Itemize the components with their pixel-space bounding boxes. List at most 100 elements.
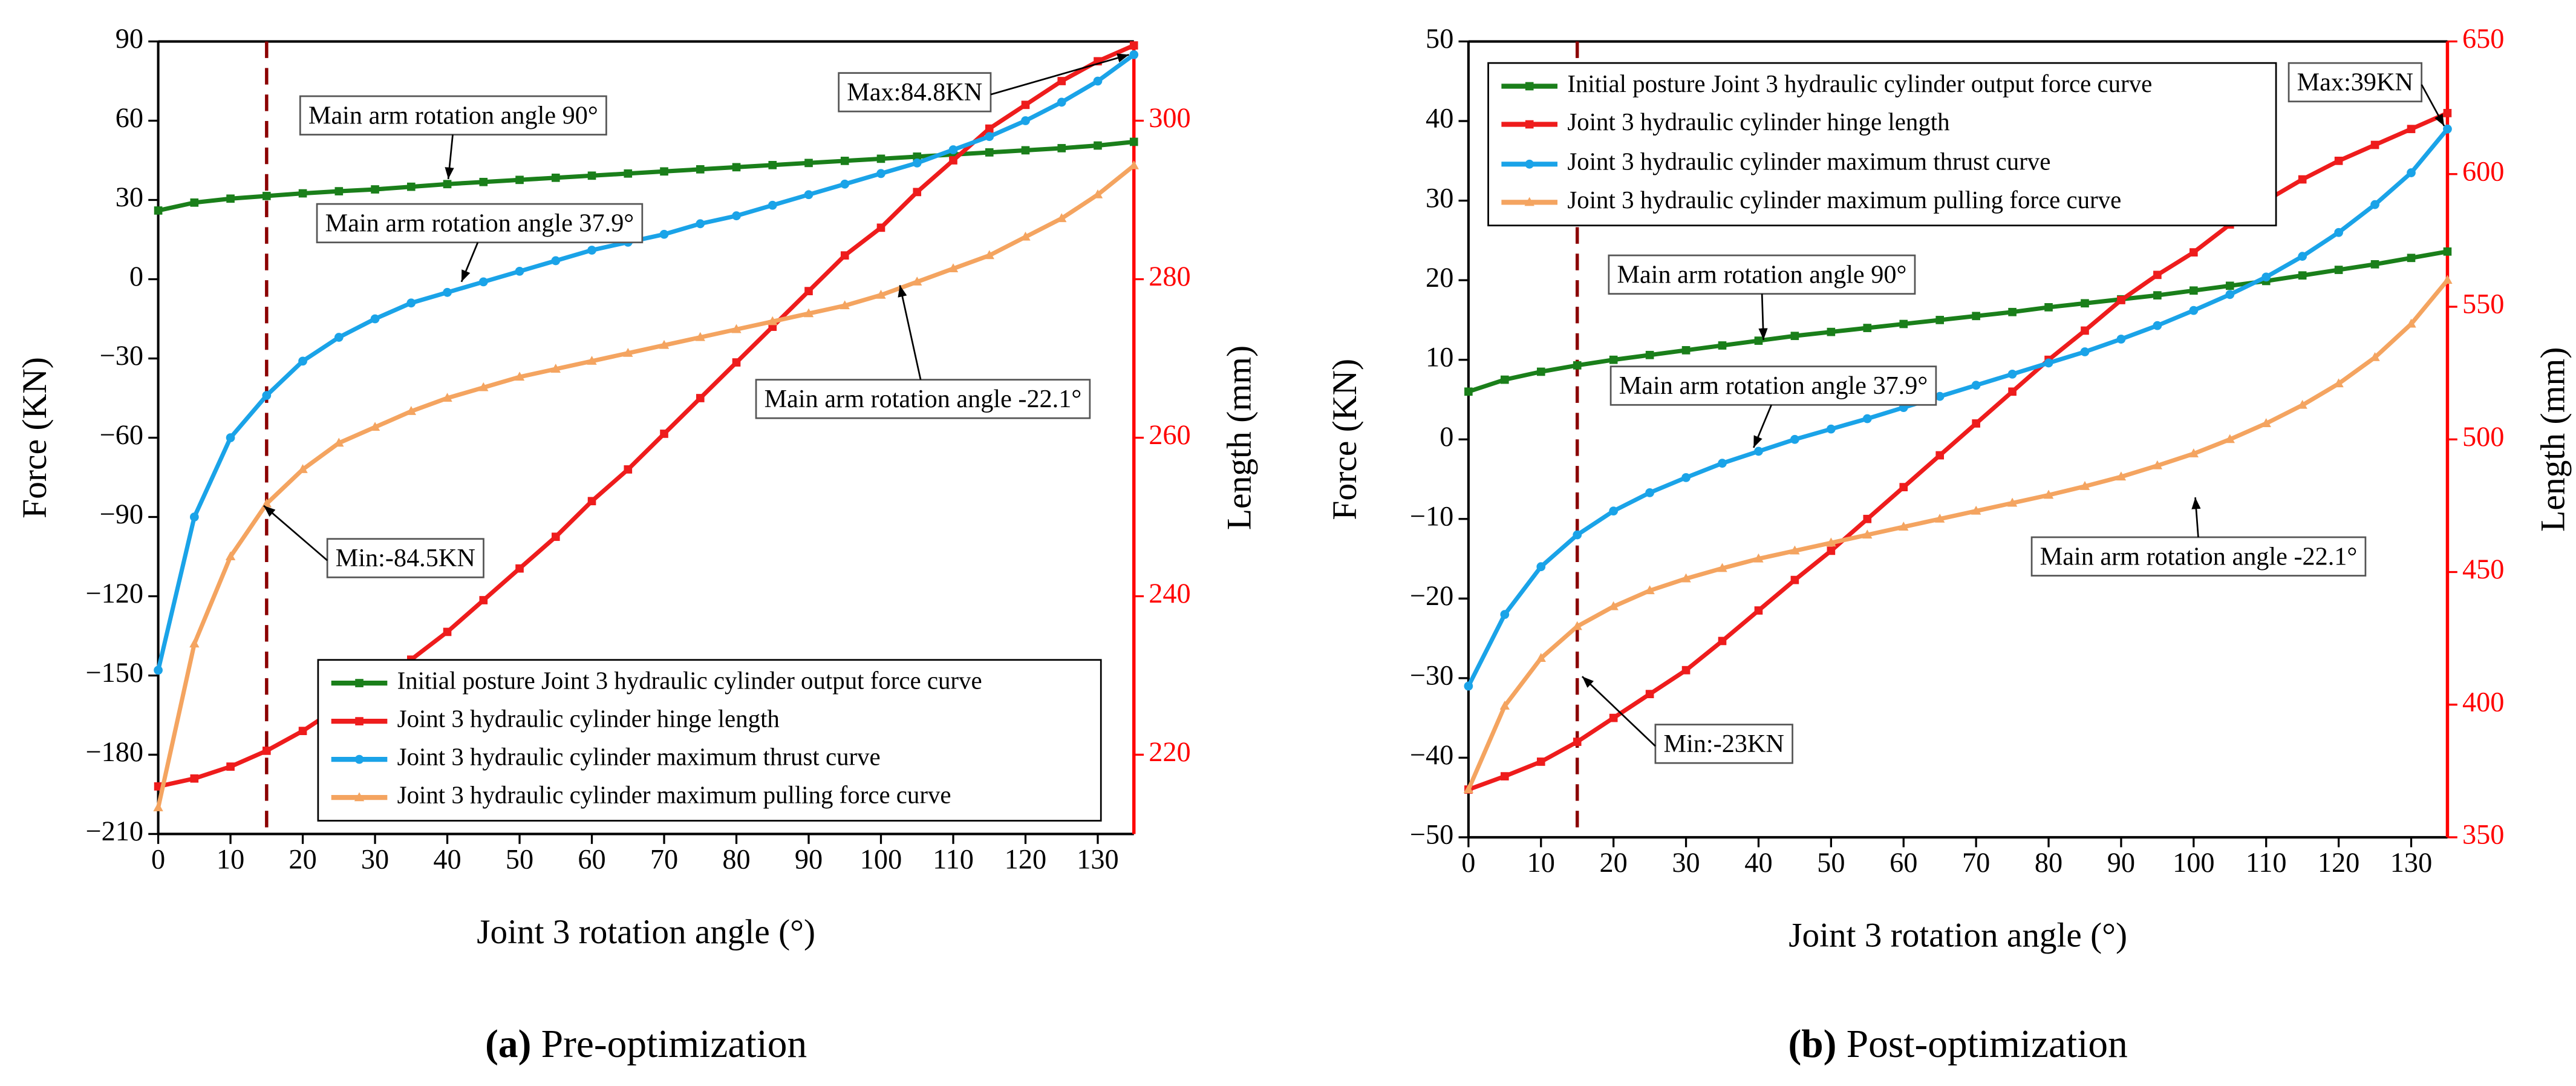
point [876, 289, 886, 299]
point [876, 223, 885, 232]
point [550, 364, 561, 373]
annotation-arrow [1581, 676, 1656, 747]
point [2333, 378, 2344, 388]
point [1935, 391, 1945, 401]
annotation-text: Main arm rotation angle -22.1° [2040, 542, 2358, 571]
y-tick-label: 50 [1426, 24, 1453, 54]
point [2225, 434, 2235, 443]
annotation-box [1609, 365, 1937, 406]
point [2116, 335, 2126, 344]
point [2298, 175, 2307, 184]
legend-marker [355, 679, 364, 687]
point [370, 422, 380, 431]
point [659, 229, 669, 239]
point [225, 551, 236, 561]
point [153, 802, 163, 811]
point [298, 189, 307, 198]
point [443, 627, 452, 636]
point [1790, 545, 1800, 555]
point [876, 154, 885, 163]
annotation-text: Max:39KN [2297, 68, 2413, 96]
point [1899, 319, 1908, 329]
annotation-text: Main arm rotation angle -22.1° [765, 385, 1082, 413]
point [1129, 137, 1138, 146]
y2-tick-label: 500 [2462, 422, 2504, 453]
point [1681, 473, 1691, 482]
point [478, 277, 488, 287]
point [659, 339, 670, 349]
point [1827, 546, 1836, 555]
point [370, 314, 380, 324]
point [2044, 358, 2053, 368]
point [551, 256, 561, 266]
point [1092, 189, 1103, 198]
x-tick-label: 100 [860, 845, 902, 875]
y2-tick-label: 260 [1149, 420, 1190, 451]
x-tick-label: 130 [1077, 845, 1118, 875]
point [551, 532, 560, 541]
point [912, 158, 922, 168]
point [2080, 347, 2090, 356]
point [2189, 306, 2199, 315]
point [1790, 434, 1799, 444]
annotation-arrow [990, 53, 1129, 96]
point [515, 266, 524, 276]
annotation-text: Max:84.8KN [847, 78, 982, 106]
y-tick-label: −60 [100, 420, 143, 451]
point [660, 430, 668, 438]
point [840, 300, 850, 310]
point [2007, 497, 2018, 507]
legend-marker [354, 754, 364, 764]
annotation-box [755, 379, 1091, 419]
point [515, 175, 524, 185]
point [1826, 537, 1836, 547]
point [1609, 713, 1618, 722]
y-tick-label: 10 [1426, 342, 1453, 373]
point [624, 465, 633, 474]
point [1021, 146, 1030, 155]
y-tick-label: −30 [100, 341, 143, 371]
annotation-arrow [263, 505, 328, 561]
legend-marker [1525, 159, 1534, 169]
point [2190, 248, 2198, 257]
x-tick-label: 30 [361, 845, 389, 875]
point [2443, 124, 2452, 134]
point [1935, 513, 1945, 523]
point [1717, 563, 1727, 572]
point [1645, 350, 1654, 359]
point [2407, 125, 2416, 134]
point [587, 246, 596, 255]
y-tick-label: −20 [1410, 581, 1453, 612]
chart: 0 10 20 30 40 50 60 70 80 90 100 110 120 130−50−40−30… [1326, 24, 2572, 1066]
point [1718, 636, 1727, 646]
point [2008, 307, 2017, 316]
point [696, 165, 705, 174]
y2-tick-label: 400 [2462, 687, 2504, 718]
point [298, 464, 308, 473]
point [695, 332, 705, 341]
point [1129, 160, 1139, 169]
point [2044, 303, 2053, 312]
point [2153, 270, 2162, 280]
y-tick-label: −180 [85, 737, 143, 768]
y2-tick-label: 600 [2462, 156, 2504, 187]
point [262, 391, 272, 401]
point [1645, 585, 1655, 595]
y-tick-label: −120 [85, 578, 143, 609]
series-line [1467, 249, 2448, 394]
point [2079, 481, 2090, 490]
annotation-box [316, 203, 644, 244]
x-tick-label: 60 [578, 845, 605, 875]
point [840, 179, 850, 189]
point [624, 169, 633, 178]
annotation-arrow [1753, 404, 1772, 448]
point [948, 263, 959, 273]
point [1573, 530, 1582, 540]
point [2225, 281, 2234, 290]
point [154, 666, 163, 675]
point [1754, 447, 1763, 456]
point [1899, 483, 1908, 491]
point [1094, 141, 1102, 150]
point [2008, 387, 2017, 396]
y-tick-label: −210 [85, 816, 143, 847]
